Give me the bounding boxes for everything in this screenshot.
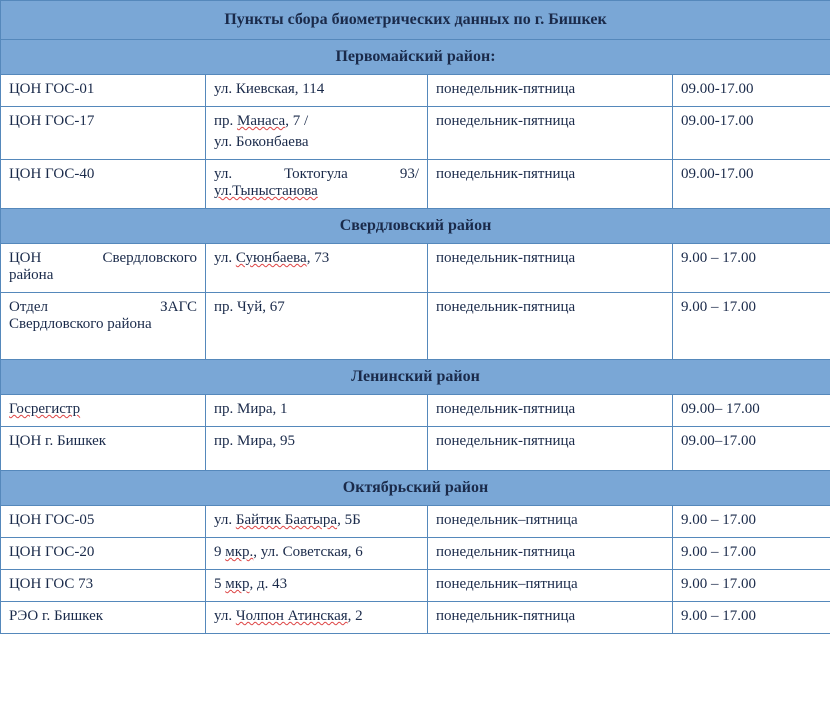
addr-prefix: 5	[214, 576, 225, 592]
cell-hours: 9.00 – 17.00	[673, 538, 830, 570]
cell-name: ЦОН Свердловского района	[1, 244, 206, 293]
cell-days: понедельник-пятница	[428, 602, 673, 634]
cell-address: пр. Манаса, 7 / ул. Боконбаева	[206, 107, 428, 160]
name-line2: района	[9, 267, 53, 283]
addr-suffix: , 7 /	[285, 113, 308, 129]
addr-prefix: 9	[214, 544, 225, 560]
name-justify: ЦОН Свердловского	[9, 250, 197, 267]
table-row: ЦОН г. Бишкек пр. Мира, 95 понедельник-п…	[1, 427, 830, 471]
table-row: ЦОН ГОС 73 5 мкр, д. 43 понедельник–пятн…	[1, 570, 830, 602]
addr-wavy: Манаса	[237, 113, 285, 129]
cell-hours: 9.00 – 17.00	[673, 602, 830, 634]
cell-hours: 9.00 – 17.00	[673, 570, 830, 602]
name-wavy: Госрегистр	[9, 401, 80, 417]
cell-name: ЦОН ГОС-40	[1, 160, 206, 209]
cell-address: ул. Киевская, 114	[206, 75, 428, 107]
biometric-points-table: Пункты сбора биометрических данных по г.…	[0, 0, 830, 634]
addr-prefix: ул.	[214, 608, 236, 624]
cell-days: понедельник-пятница	[428, 538, 673, 570]
table-row: РЭО г. Бишкек ул. Чолпон Атинская, 2 пон…	[1, 602, 830, 634]
cell-address: ул. Суюнбаева, 73	[206, 244, 428, 293]
cell-name: Госрегистр	[1, 395, 206, 427]
addr-suffix: , ул. Советская, 6	[253, 544, 363, 560]
section-name: Первомайский район:	[1, 40, 830, 75]
cell-hours: 09.00-17.00	[673, 75, 830, 107]
addr-suffix: , 73	[307, 250, 330, 266]
addr-suffix: , 5Б	[337, 512, 361, 528]
cell-days: понедельник-пятница	[428, 427, 673, 471]
addr-line2: ул. Боконбаева	[214, 134, 419, 151]
section-name: Свердловский район	[1, 209, 830, 244]
addr-wavy: Чолпон Атинская	[236, 608, 348, 624]
cell-name: ЦОН ГОС-01	[1, 75, 206, 107]
cell-address: ул. Чолпон Атинская, 2	[206, 602, 428, 634]
cell-address: 5 мкр, д. 43	[206, 570, 428, 602]
table-row: ЦОН ГОС-40 ул. Токтогула 93/ ул.Тыныстан…	[1, 160, 830, 209]
addr-wavy: мкр.	[225, 544, 253, 560]
cell-address: пр. Мира, 95	[206, 427, 428, 471]
cell-days: понедельник–пятница	[428, 570, 673, 602]
addr-wavy: Байтик Баатыра	[236, 512, 337, 528]
cell-address: пр. Чуй, 67	[206, 293, 428, 360]
cell-hours: 09.00-17.00	[673, 107, 830, 160]
table-row: Отдел ЗАГС Свердловского района пр. Чуй,…	[1, 293, 830, 360]
cell-name: ЦОН ГОС-17	[1, 107, 206, 160]
addr-line2-wavy: ул.Тыныстанова	[214, 183, 318, 199]
name-line2: Свердловского района	[9, 316, 152, 332]
cell-address: пр. Мира, 1	[206, 395, 428, 427]
cell-address: 9 мкр., ул. Советская, 6	[206, 538, 428, 570]
section-header: Ленинский район	[1, 360, 830, 395]
cell-hours: 9.00 – 17.00	[673, 244, 830, 293]
table-row: ЦОН ГОС-05 ул. Байтик Баатыра, 5Б понеде…	[1, 506, 830, 538]
addr-justify: ул. Токтогула 93/	[214, 166, 419, 183]
addr-wavy: Суюнбаева	[236, 250, 307, 266]
addr-prefix: ул.	[214, 250, 236, 266]
table-row: Госрегистр пр. Мира, 1 понедельник-пятни…	[1, 395, 830, 427]
addr-suffix: , д. 43	[250, 576, 288, 592]
cell-hours: 9.00 – 17.00	[673, 293, 830, 360]
cell-days: понедельник-пятница	[428, 160, 673, 209]
addr-prefix: пр.	[214, 113, 237, 129]
cell-name: ЦОН ГОС-20	[1, 538, 206, 570]
cell-hours: 09.00–17.00	[673, 427, 830, 471]
cell-days: понедельник-пятница	[428, 244, 673, 293]
section-name: Октябрьский район	[1, 471, 830, 506]
cell-address: ул. Токтогула 93/ ул.Тыныстанова	[206, 160, 428, 209]
section-header: Свердловский район	[1, 209, 830, 244]
table-row: ЦОН ГОС-01 ул. Киевская, 114 понедельник…	[1, 75, 830, 107]
section-header: Первомайский район:	[1, 40, 830, 75]
table-title: Пункты сбора биометрических данных по г.…	[1, 1, 830, 40]
cell-days: понедельник–пятница	[428, 506, 673, 538]
cell-days: понедельник-пятница	[428, 395, 673, 427]
cell-days: понедельник-пятница	[428, 107, 673, 160]
cell-name: ЦОН ГОС 73	[1, 570, 206, 602]
cell-days: понедельник-пятница	[428, 75, 673, 107]
cell-name: РЭО г. Бишкек	[1, 602, 206, 634]
cell-name: Отдел ЗАГС Свердловского района	[1, 293, 206, 360]
table-title-row: Пункты сбора биометрических данных по г.…	[1, 1, 830, 40]
addr-wavy: мкр	[225, 576, 249, 592]
section-header: Октябрьский район	[1, 471, 830, 506]
section-name: Ленинский район	[1, 360, 830, 395]
table-row: ЦОН ГОС-20 9 мкр., ул. Советская, 6 поне…	[1, 538, 830, 570]
cell-address: ул. Байтик Баатыра, 5Б	[206, 506, 428, 538]
cell-name: ЦОН г. Бишкек	[1, 427, 206, 471]
table-row: ЦОН ГОС-17 пр. Манаса, 7 / ул. Боконбаев…	[1, 107, 830, 160]
cell-days: понедельник-пятница	[428, 293, 673, 360]
cell-hours: 09.00-17.00	[673, 160, 830, 209]
cell-name: ЦОН ГОС-05	[1, 506, 206, 538]
cell-hours: 09.00– 17.00	[673, 395, 830, 427]
table-row: ЦОН Свердловского района ул. Суюнбаева, …	[1, 244, 830, 293]
cell-hours: 9.00 – 17.00	[673, 506, 830, 538]
addr-suffix: , 2	[348, 608, 363, 624]
name-justify: Отдел ЗАГС	[9, 299, 197, 316]
addr-prefix: ул.	[214, 512, 236, 528]
